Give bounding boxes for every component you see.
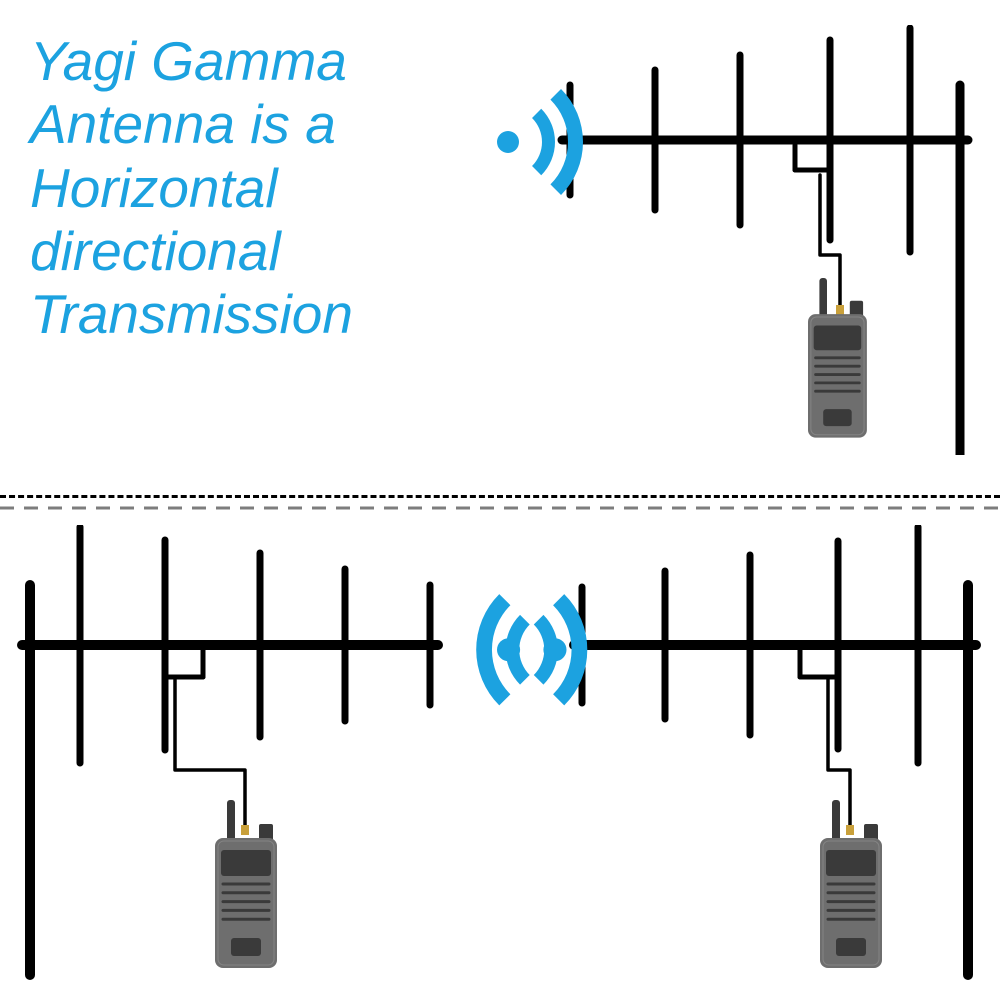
section-divider bbox=[0, 495, 1000, 516]
walkie-talkie-icon bbox=[808, 278, 867, 438]
signal-icon bbox=[495, 65, 649, 219]
title-text: Yagi Gamma Antenna is a Horizontal direc… bbox=[30, 30, 353, 346]
signal-icon bbox=[407, 569, 569, 731]
walkie-talkie-icon bbox=[820, 800, 882, 968]
walkie-talkie-icon bbox=[215, 800, 277, 968]
